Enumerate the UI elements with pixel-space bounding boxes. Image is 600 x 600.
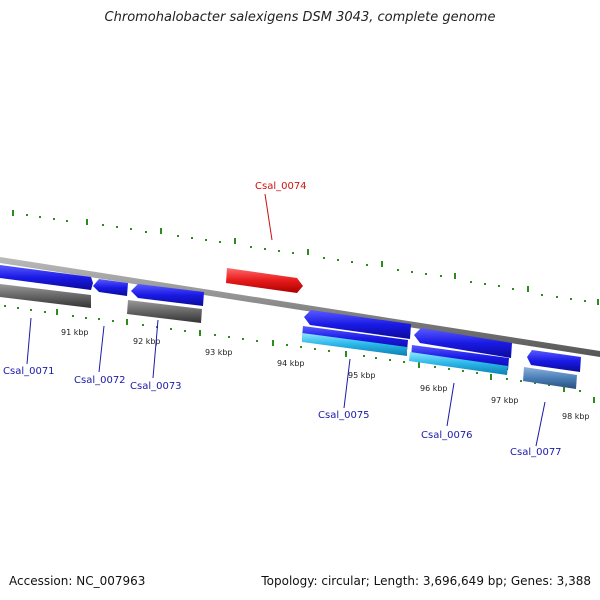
gene-label-csal-0077[interactable]: Csal_0077: [510, 447, 562, 458]
kbp-label: 91 kbp: [61, 328, 89, 337]
gene-arrow-csal-0076[interactable]: [414, 328, 512, 358]
cds-bar-csal-0073[interactable]: [127, 300, 202, 323]
kbp-label: 94 kbp: [277, 359, 305, 368]
feature-bar-csal-0075-b[interactable]: [302, 333, 407, 356]
kbp-label: 98 kbp: [562, 412, 590, 421]
gene-label-csal-0072[interactable]: Csal_0072: [74, 375, 126, 386]
gene-arrow-csal-0072[interactable]: [93, 279, 128, 296]
kbp-label: 96 kbp: [420, 384, 448, 393]
accession-label: Accession: NC_007963: [9, 574, 146, 588]
kbp-label: 95 kbp: [348, 371, 376, 380]
inner-tick-row: [4, 305, 595, 403]
gene-label-csal-0076[interactable]: Csal_0076: [421, 430, 473, 441]
genome-title: Chromohalobacter salexigens DSM 3043, co…: [104, 10, 496, 25]
label-leaders: [26, 193, 546, 447]
cds-bar-csal-0071[interactable]: [0, 284, 91, 308]
kbp-label: 97 kbp: [491, 396, 519, 405]
gene-arrow-csal-0073[interactable]: [131, 284, 204, 306]
kbp-label: 93 kbp: [205, 348, 233, 357]
gene-arrow-csal-0074[interactable]: [226, 268, 303, 293]
genome-summary: Topology: circular; Length: 3,696,649 bp…: [261, 574, 591, 588]
gene-label-csal-0074[interactable]: Csal_0074: [255, 181, 307, 192]
feature-bar-csal-0077[interactable]: [523, 367, 577, 389]
outer-tick-row: [12, 210, 599, 305]
gene-label-csal-0071[interactable]: Csal_0071: [3, 366, 55, 377]
gene-label-csal-0073[interactable]: Csal_0073: [130, 381, 182, 392]
gene-arrow-csal-0075[interactable]: [304, 310, 411, 339]
gene-arrow-csal-0077[interactable]: [527, 350, 581, 372]
genome-backbone: [0, 257, 600, 357]
feature-bar-csal-0076-b[interactable]: [409, 352, 508, 375]
gene-label-csal-0075[interactable]: Csal_0075: [318, 410, 370, 421]
kbp-label: 92 kbp: [133, 337, 161, 346]
gene-arrow-csal-0071[interactable]: [0, 265, 93, 290]
